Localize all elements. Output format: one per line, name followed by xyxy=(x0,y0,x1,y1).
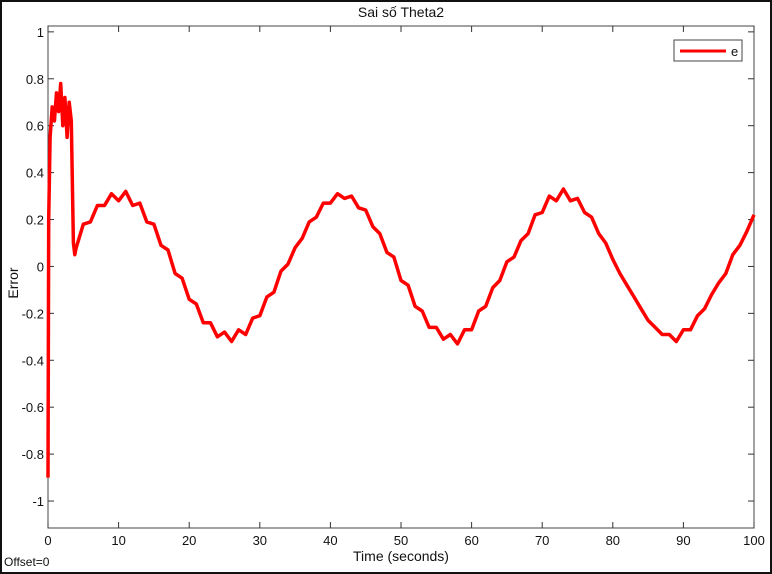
x-tick-label: 70 xyxy=(535,533,549,548)
x-tick-label: 80 xyxy=(606,533,620,548)
y-tick-label: 0.2 xyxy=(26,213,44,228)
y-tick-label: 0.4 xyxy=(26,166,44,181)
x-tick-label: 50 xyxy=(394,533,408,548)
x-tick-label: 0 xyxy=(44,533,51,548)
chart-title: Sai số Theta2 xyxy=(358,4,444,20)
y-tick-label: 0.6 xyxy=(26,119,44,134)
x-tick-label: 40 xyxy=(323,533,337,548)
y-tick-label: -1 xyxy=(32,494,44,509)
offset-label: Offset=0 xyxy=(4,555,50,569)
y-tick-label: -0.2 xyxy=(22,306,44,321)
y-tick-label: 0 xyxy=(37,259,44,274)
x-tick-label: 10 xyxy=(111,533,125,548)
legend: e xyxy=(673,39,743,62)
y-axis-label: Error xyxy=(5,267,21,298)
y-tick-label: 1 xyxy=(37,25,44,40)
x-tick-label: 30 xyxy=(253,533,267,548)
x-tick-label: 20 xyxy=(182,533,196,548)
legend-label-e: e xyxy=(731,44,738,59)
series-line-e xyxy=(46,81,756,478)
y-tick-label: -0.4 xyxy=(22,353,44,368)
x-axis-label: Time (seconds) xyxy=(353,548,449,564)
x-tick-label: 100 xyxy=(743,533,765,548)
x-tick-label: 90 xyxy=(676,533,690,548)
y-tick-label: 0.8 xyxy=(26,72,44,87)
y-tick-label: -0.6 xyxy=(22,400,44,415)
x-tick-label: 60 xyxy=(464,533,478,548)
y-tick-label: -0.8 xyxy=(22,447,44,462)
